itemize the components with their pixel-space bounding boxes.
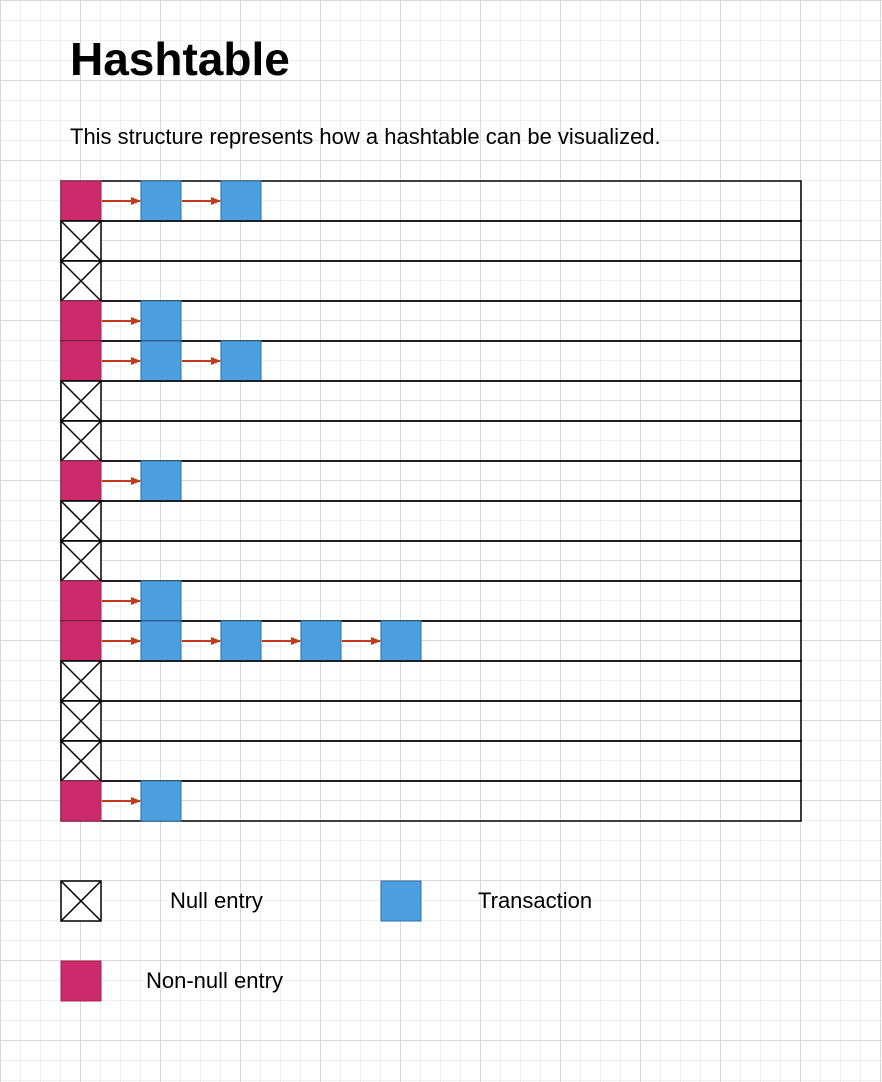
legend-transaction-label: Transaction <box>478 888 593 913</box>
bucket-row-outline <box>60 540 802 582</box>
bucket-row <box>60 340 802 382</box>
bucket-row-outline <box>60 500 802 542</box>
legend-non-null-swatch <box>60 960 102 1002</box>
legend-non-null-label: Non-null entry <box>146 968 283 993</box>
bucket-row <box>60 260 802 302</box>
transaction-node <box>140 300 182 342</box>
bucket-row-outline <box>60 740 802 782</box>
transaction-node <box>140 340 182 382</box>
bucket-row-outline <box>60 260 802 302</box>
transaction-node <box>140 460 182 502</box>
bucket-row <box>60 740 802 782</box>
bucket-row <box>60 380 802 422</box>
null-entry-cell <box>60 220 102 262</box>
page-subtitle: This structure represents how a hashtabl… <box>70 124 661 149</box>
bucket-row <box>60 620 802 662</box>
hashtable-rows <box>60 180 802 822</box>
transaction-node <box>140 180 182 222</box>
bucket-row <box>60 660 802 702</box>
transaction-node <box>300 620 342 662</box>
bucket-row-outline <box>60 220 802 262</box>
bucket-row <box>60 420 802 462</box>
bucket-row-outline <box>60 420 802 462</box>
bucket-row-outline <box>60 380 802 422</box>
null-entry-cell <box>60 420 102 462</box>
null-entry-cell <box>60 740 102 782</box>
transaction-node <box>220 620 262 662</box>
null-entry-cell <box>60 660 102 702</box>
legend-null-label: Null entry <box>170 888 263 913</box>
non-null-entry-cell <box>60 340 102 382</box>
null-entry-cell <box>60 260 102 302</box>
bucket-row <box>60 700 802 742</box>
bucket-row <box>60 500 802 542</box>
legend-transaction-swatch <box>380 880 422 922</box>
non-null-entry-cell <box>60 460 102 502</box>
bucket-row <box>60 180 802 222</box>
bucket-row-outline <box>60 700 802 742</box>
transaction-node <box>140 620 182 662</box>
bucket-row <box>60 220 802 262</box>
bucket-row <box>60 780 802 822</box>
non-null-entry-cell <box>60 180 102 222</box>
non-null-entry-cell <box>60 780 102 822</box>
bucket-row <box>60 460 802 502</box>
transaction-node <box>140 580 182 622</box>
null-entry-cell <box>60 700 102 742</box>
bucket-row <box>60 580 802 622</box>
non-null-entry-cell <box>60 580 102 622</box>
null-entry-cell <box>60 500 102 542</box>
bucket-row-outline <box>60 660 802 702</box>
legend <box>60 880 422 1002</box>
null-entry-cell <box>60 540 102 582</box>
transaction-node <box>220 340 262 382</box>
non-null-entry-cell <box>60 620 102 662</box>
null-entry-cell <box>60 380 102 422</box>
transaction-node <box>380 620 422 662</box>
bucket-row <box>60 540 802 582</box>
page-title: Hashtable <box>70 33 290 85</box>
non-null-entry-cell <box>60 300 102 342</box>
legend-null-swatch <box>60 880 102 922</box>
transaction-node <box>140 780 182 822</box>
transaction-node <box>220 180 262 222</box>
bucket-row <box>60 300 802 342</box>
